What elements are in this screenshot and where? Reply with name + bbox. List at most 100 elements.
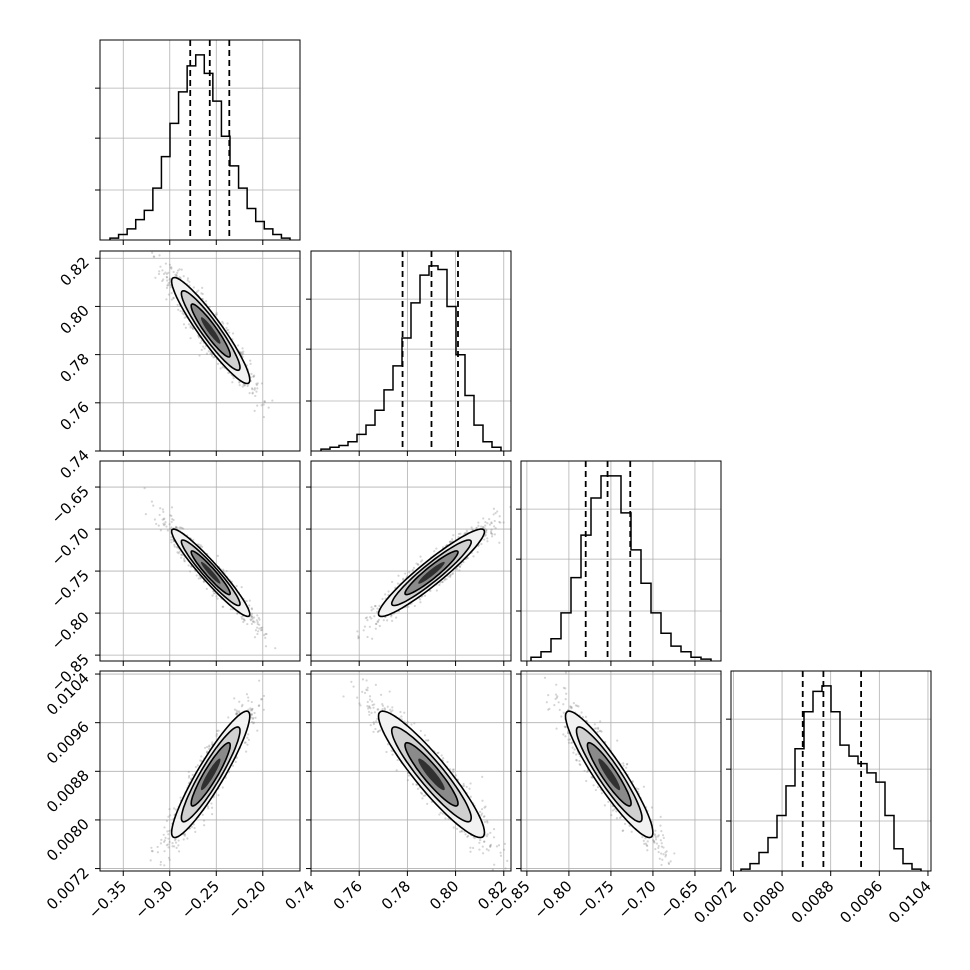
- sample-point: [190, 825, 194, 828]
- panel-frame: [310, 250, 512, 452]
- histogram-1: [320, 265, 502, 451]
- sample-point: [189, 565, 193, 568]
- sample-point: [480, 542, 483, 546]
- sample-point: [364, 616, 367, 620]
- sample-point: [205, 587, 208, 591]
- sample-point: [378, 624, 381, 628]
- sample-point: [257, 616, 260, 620]
- sample-point: [240, 353, 244, 356]
- sample-point: [165, 298, 168, 301]
- sample-point: [155, 522, 158, 526]
- sample-point: [256, 614, 259, 617]
- sample-point: [460, 563, 463, 566]
- sample-point: [240, 705, 244, 708]
- sample-point: [210, 802, 213, 805]
- sample-point: [491, 535, 494, 538]
- sample-point: [170, 526, 173, 529]
- sample-point: [372, 607, 375, 610]
- sample-point: [419, 555, 422, 558]
- sample-point: [221, 366, 224, 369]
- sample-point: [212, 592, 216, 595]
- sample-point: [215, 595, 218, 598]
- sample-point: [229, 608, 232, 611]
- sample-point: [245, 693, 249, 696]
- sample-point: [250, 607, 253, 610]
- sample-point: [490, 522, 493, 525]
- sample-point: [245, 750, 248, 753]
- sample-point: [477, 521, 480, 524]
- sample-point: [178, 276, 181, 279]
- sample-point: [172, 518, 175, 522]
- sample-point: [166, 529, 169, 532]
- sample-point: [464, 532, 467, 535]
- sample-point: [250, 612, 254, 615]
- sample-point: [216, 597, 219, 600]
- sample-point: [429, 589, 432, 592]
- sample-point: [253, 374, 256, 377]
- sample-point: [168, 807, 171, 811]
- sample-point: [250, 619, 253, 622]
- sample-point: [443, 579, 446, 582]
- sample-point: [186, 279, 189, 282]
- sample-point: [258, 623, 261, 626]
- sample-point: [180, 527, 184, 530]
- sample-point: [370, 617, 373, 620]
- sample-point: [371, 637, 374, 640]
- sample-point: [251, 616, 254, 619]
- sample-point: [153, 518, 156, 521]
- sample-point: [231, 332, 235, 335]
- sample-point: [205, 352, 209, 355]
- sample-point: [252, 375, 255, 378]
- sample-point: [466, 557, 469, 560]
- sample-point: [236, 612, 239, 615]
- sample-point: [170, 514, 173, 517]
- sample-point: [267, 406, 270, 409]
- sample-point: [515, 519, 517, 521]
- sample-point: [172, 297, 175, 300]
- sample-point: [395, 616, 398, 619]
- sample-point: [168, 527, 172, 531]
- sample-point: [165, 275, 168, 279]
- sample-point: [214, 313, 218, 316]
- sample-point: [176, 551, 179, 554]
- sample-point: [240, 351, 244, 354]
- sample-point: [177, 850, 181, 853]
- sample-point: [205, 751, 208, 754]
- sample-point: [216, 362, 220, 365]
- sample-point: [274, 647, 277, 650]
- sample-point: [156, 851, 159, 854]
- sample-point: [459, 532, 462, 535]
- sample-point: [485, 529, 488, 532]
- sample-point: [248, 599, 251, 602]
- sample-point: [391, 580, 394, 584]
- sample-point: [170, 541, 173, 544]
- sample-point: [412, 566, 416, 569]
- sample-point: [258, 618, 261, 621]
- sample-point: [182, 557, 186, 561]
- sample-point: [169, 283, 172, 286]
- sample-point: [167, 293, 170, 296]
- sample-point: [190, 326, 194, 329]
- sample-point: [488, 518, 491, 521]
- sample-point: [499, 521, 502, 524]
- sample-point: [415, 562, 418, 565]
- sample-point: [249, 618, 252, 621]
- sample-point: [376, 620, 380, 623]
- sample-point: [166, 830, 169, 833]
- panel-1-1: [306, 250, 512, 456]
- sample-point: [256, 404, 259, 407]
- sample-point: [199, 544, 202, 547]
- sample-point: [262, 694, 266, 698]
- sample-point: [376, 607, 379, 610]
- sample-point: [490, 521, 493, 524]
- sample-point: [448, 540, 451, 544]
- sample-point: [435, 589, 438, 592]
- sample-point: [172, 270, 175, 274]
- sample-point: [373, 604, 377, 608]
- sample-point: [215, 733, 219, 736]
- sample-point: [239, 351, 242, 354]
- sample-point: [413, 604, 416, 608]
- sample-point: [470, 526, 473, 529]
- sample-point: [161, 508, 164, 511]
- sample-point: [189, 324, 192, 327]
